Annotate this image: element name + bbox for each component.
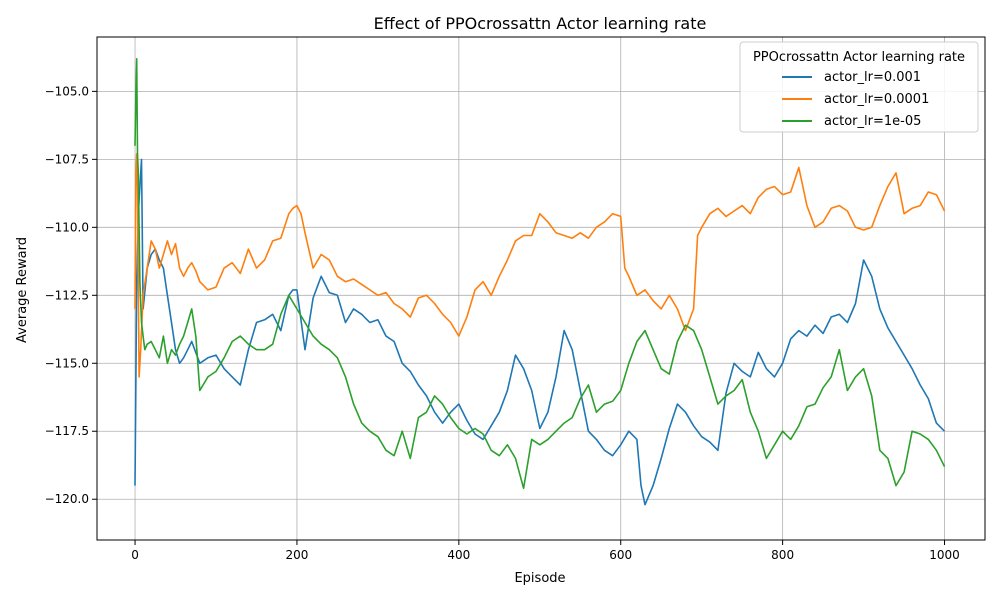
x-tick-label: 200 [285,548,308,562]
y-tick-label: −112.5 [45,288,89,302]
legend-title: PPOcrossattn Actor learning rate [753,50,965,65]
series-line-1 [134,158,946,506]
y-tick-label: −117.5 [45,424,89,438]
y-tick-label: −107.5 [45,152,89,166]
series-line-2 [134,153,946,378]
y-tick-label: −115.0 [45,356,89,370]
x-tick-label: 1000 [929,548,960,562]
x-axis-label: Episode [514,571,565,586]
y-axis-label: Average Reward [15,237,30,343]
chart-title: Effect of PPOcrossattn Actor learning ra… [374,14,707,33]
legend-entry: actor_lr=0.0001 [824,92,929,107]
legend-entry: actor_lr=1e-05 [824,114,921,129]
plot-area [96,36,986,541]
x-tick-label: 600 [609,548,632,562]
legend-box [739,41,979,133]
series-line-3 [134,58,946,490]
x-tick-label: 800 [771,548,794,562]
x-tick-label: 0 [131,548,139,562]
legend-entry: actor_lr=0.001 [824,70,921,85]
y-tick-label: −105.0 [45,84,89,98]
y-tick-label: −110.0 [45,220,89,234]
y-tick-label: −120.0 [45,492,89,506]
x-tick-label: 400 [447,548,470,562]
legend: PPOcrossattn Actor learning rate actor_lr… [739,41,979,133]
